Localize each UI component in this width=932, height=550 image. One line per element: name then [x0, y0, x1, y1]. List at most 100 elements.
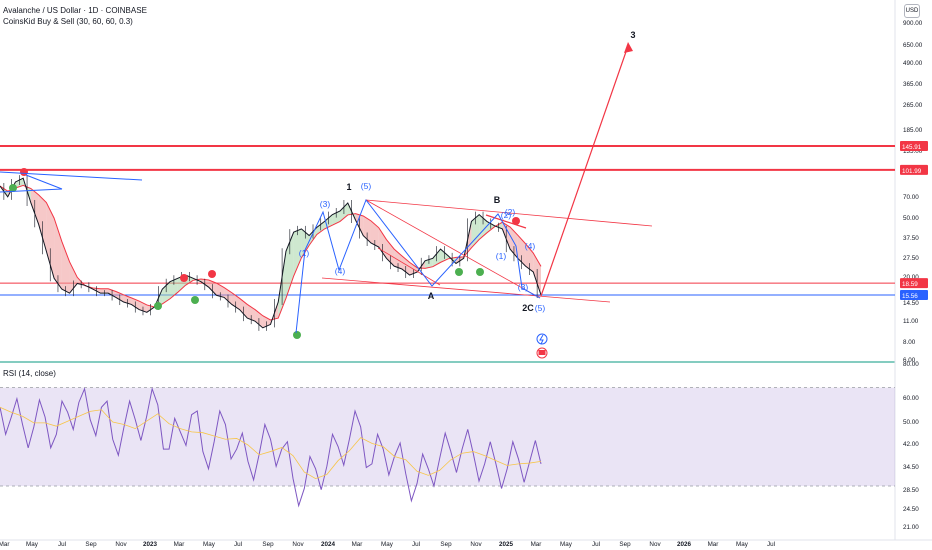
- wave-label: (3): [320, 199, 331, 209]
- price-tick-label: 14.50: [903, 300, 919, 307]
- time-tick-label: Sep: [619, 541, 631, 548]
- time-tick-label: May: [203, 541, 216, 548]
- lightning-event-icon: [536, 333, 548, 345]
- time-tick-label: Jul: [767, 541, 775, 548]
- trend-line: [321, 277, 611, 303]
- chart-title: Avalanche / US Dollar · 1D · COINBASE: [3, 6, 147, 15]
- time-tick-label: Mar: [352, 541, 363, 548]
- trend-line: [365, 199, 541, 299]
- time-tick-label: 2023: [143, 541, 158, 548]
- price-badge: [900, 278, 928, 289]
- currency-button[interactable]: USD: [904, 4, 920, 18]
- time-tick-label: Mar: [174, 541, 185, 548]
- time-tick-label: Jul: [592, 541, 600, 548]
- time-tick-label: May: [381, 541, 394, 548]
- time-tick-label: May: [560, 541, 573, 548]
- buy-signal-dot: [293, 331, 301, 339]
- time-tick-label: Nov: [115, 541, 127, 548]
- arrow-head: [624, 42, 633, 53]
- trend-line: [377, 247, 441, 286]
- indicator-title: CoinsKid Buy & Sell (30, 60, 60, 0.3): [3, 17, 133, 26]
- rsi-tick-label: 50.00: [903, 419, 919, 426]
- price-tick-label: 11.00: [903, 318, 919, 325]
- time-tick-label: Nov: [292, 541, 304, 548]
- price-tick-label: 27.50: [903, 255, 919, 262]
- sell-signal-dot: [512, 217, 520, 225]
- time-tick-label: Sep: [440, 541, 452, 548]
- price-tick-label: 8.00: [903, 339, 916, 346]
- rsi-title: RSI (14, close): [3, 369, 56, 378]
- price-tick-label: 185.00: [903, 127, 923, 134]
- rsi-line: [0, 386, 542, 508]
- time-tick-label: Mar: [0, 541, 9, 548]
- wave-label: B: [494, 195, 501, 205]
- wave-label: A: [428, 291, 435, 301]
- wave-label: (5): [361, 181, 372, 191]
- elliott-wave-path: [295, 198, 541, 334]
- rsi-tick-label: 34.50: [903, 464, 919, 471]
- trend-ribbon-segment: [363, 215, 371, 243]
- wave-label: (1): [496, 251, 507, 261]
- sell-signal-dot: [208, 270, 216, 278]
- rsi-tick-label: 42.00: [903, 441, 919, 448]
- us-flag-icon: [538, 350, 546, 355]
- rsi-tick-label: 60.00: [903, 395, 919, 402]
- trend-ribbon-segment: [479, 214, 487, 240]
- sell-signal-dot: [180, 274, 188, 282]
- trend-line: [365, 199, 653, 227]
- wave-label: (1): [299, 248, 310, 258]
- trend-ribbon-segment: [285, 232, 294, 299]
- wave-label: (2): [505, 207, 516, 217]
- price-line: [0, 177, 542, 329]
- wave-label: (3): [518, 282, 529, 292]
- time-tick-label: Mar: [708, 541, 719, 548]
- time-tick-label: May: [736, 541, 749, 548]
- price-badge: [900, 141, 928, 151]
- trend-ribbon-segment: [370, 220, 379, 248]
- price-tick-label: 20.00: [903, 274, 919, 281]
- price-badge-label: 101.99: [902, 168, 922, 175]
- time-tick-label: Nov: [470, 541, 482, 548]
- buy-signal-dot: [154, 302, 162, 310]
- rsi-tick-label: 21.00: [903, 524, 919, 531]
- time-tick-label: Sep: [262, 541, 274, 548]
- trend-ribbon-segment: [471, 214, 480, 248]
- buy-signal-dot: [455, 268, 463, 276]
- price-badge-label: 18.59: [902, 281, 918, 288]
- buy-signal-dot: [476, 268, 484, 276]
- time-tick-label: Jul: [58, 541, 66, 548]
- trend-line: [540, 45, 629, 297]
- trend-line: [485, 214, 527, 229]
- wave-label: 3: [630, 30, 635, 40]
- wave-label: (5): [535, 303, 546, 313]
- trend-ribbon-segment: [293, 228, 302, 276]
- trend-ribbon-segment: [61, 241, 70, 294]
- trend-ribbon-segment: [46, 202, 55, 279]
- trend-ribbon-segment: [386, 239, 395, 267]
- time-tick-label: 2025: [499, 541, 514, 548]
- lightning-icon: [539, 334, 544, 345]
- time-tick-label: Nov: [649, 541, 661, 548]
- wave-label: (4): [525, 241, 536, 251]
- trend-ribbon-segment: [332, 210, 341, 226]
- price-badge: [900, 290, 928, 300]
- price-badge-label: 15.56: [902, 293, 918, 300]
- buy-signal-dot: [191, 296, 199, 304]
- price-tick-label: 365.00: [903, 81, 923, 88]
- wave-label: 1: [346, 182, 351, 192]
- price-tick-label: 490.00: [903, 60, 923, 67]
- time-tick-label: 2024: [321, 541, 336, 548]
- time-tick-label: Jul: [412, 541, 420, 548]
- price-tick-label: 265.00: [903, 102, 923, 109]
- rsi-tick-label: 28.50: [903, 487, 919, 494]
- buy-signal-dot: [9, 184, 17, 192]
- rsi-ma-line: [0, 406, 542, 480]
- price-tick-label: 650.00: [903, 42, 923, 49]
- time-tick-label: 2026: [677, 541, 692, 548]
- trend-ribbon-segment: [517, 235, 526, 267]
- time-tick-label: Sep: [85, 541, 97, 548]
- price-tick-label: 50.00: [903, 215, 919, 222]
- rsi-band: [0, 387, 895, 486]
